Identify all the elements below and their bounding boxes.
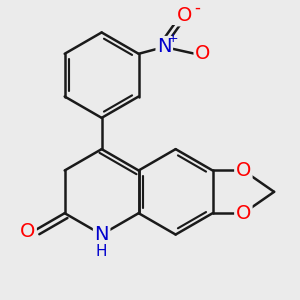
Text: +: +: [167, 32, 178, 45]
Text: N: N: [157, 38, 172, 56]
Text: O: O: [20, 222, 35, 241]
Text: N: N: [94, 225, 109, 244]
Text: O: O: [195, 44, 210, 63]
Text: O: O: [236, 161, 251, 180]
Text: O: O: [236, 204, 251, 223]
Text: -: -: [194, 0, 200, 17]
Text: O: O: [177, 6, 193, 25]
Text: H: H: [96, 244, 107, 259]
